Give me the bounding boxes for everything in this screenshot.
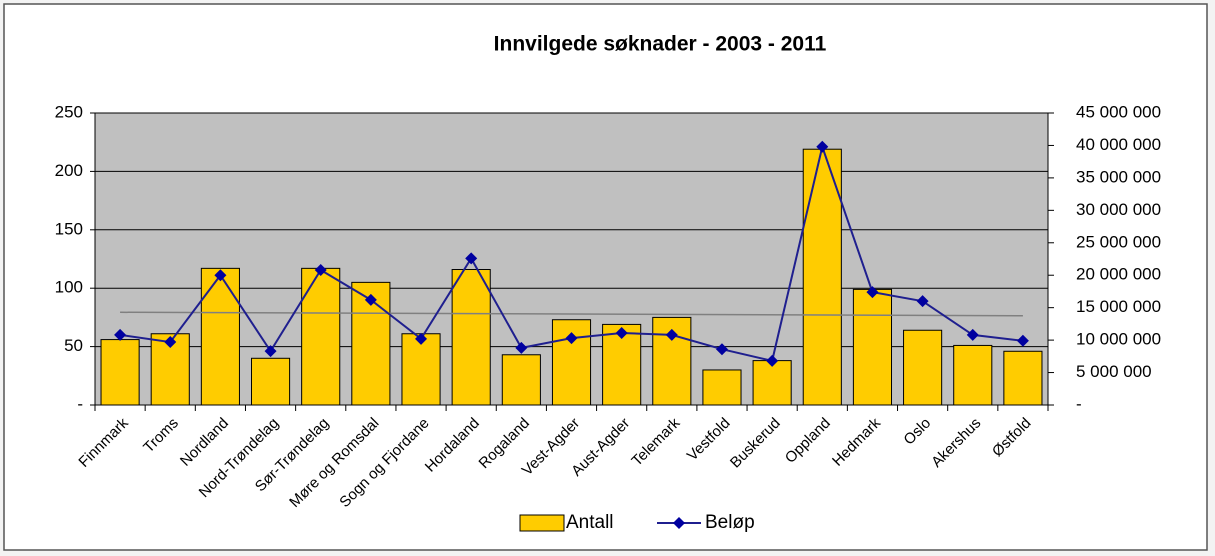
y2-tick-label: 15 000 000: [1076, 297, 1161, 316]
y2-tick-label: -: [1076, 394, 1082, 413]
marker: [1016, 334, 1029, 347]
bar: [953, 344, 993, 406]
trend-line: [120, 311, 1023, 317]
bar: [100, 339, 140, 406]
chart-title: Innvilgede søknader - 2003 - 2011: [494, 33, 827, 56]
bar: [1003, 350, 1043, 406]
marker: [565, 332, 578, 345]
marker: [816, 140, 829, 153]
marker: [715, 343, 728, 356]
y2-tick-label: 30 000 000: [1076, 200, 1161, 219]
marker: [766, 354, 779, 367]
marker: [916, 295, 929, 308]
marker: [966, 328, 979, 341]
y-tick-label: 50: [64, 336, 83, 355]
bar: [401, 333, 441, 406]
y2-tick-label: 35 000 000: [1076, 167, 1161, 186]
legend-label: Antall: [566, 512, 614, 533]
y-tick-label: 200: [55, 161, 83, 180]
y2-tick-label: 40 000 000: [1076, 135, 1161, 154]
marker: [665, 328, 678, 341]
marker: [866, 286, 879, 299]
y2-tick-label: 5 000 000: [1076, 362, 1152, 381]
bar: [802, 148, 842, 406]
marker: [164, 336, 177, 349]
bar: [200, 267, 240, 406]
y-tick-label: 100: [55, 278, 83, 297]
y2-tick-label: 20 000 000: [1076, 265, 1161, 284]
legend-label: Beløp: [705, 512, 755, 533]
bar: [903, 329, 943, 406]
marker: [364, 293, 377, 306]
bar: [702, 369, 742, 406]
bar: [852, 288, 893, 406]
y-tick-label: 250: [55, 102, 83, 121]
marker: [465, 252, 478, 265]
bar: [752, 360, 792, 406]
y-tick-label: 150: [55, 219, 83, 238]
legend-swatch: [519, 514, 565, 532]
marker: [615, 326, 628, 339]
legend-swatch: [673, 517, 685, 529]
bar: [451, 269, 491, 406]
y2-tick-label: 25 000 000: [1076, 232, 1161, 251]
marker: [415, 332, 428, 345]
marker: [264, 345, 277, 358]
marker: [114, 328, 127, 341]
marker: [314, 264, 327, 277]
bar: [301, 267, 341, 406]
y2-tick-label: 45 000 000: [1076, 102, 1161, 121]
marker: [214, 269, 227, 282]
y2-tick-label: 10 000 000: [1076, 330, 1161, 349]
y-tick-label: -: [77, 394, 83, 413]
bar: [501, 354, 541, 406]
marker: [515, 341, 528, 354]
bar: [250, 357, 291, 406]
